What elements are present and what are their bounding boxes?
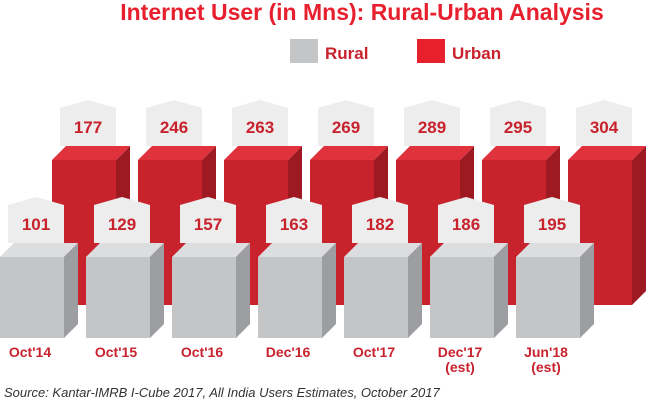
- rural-bar-side: [580, 243, 594, 338]
- urban-value-label: 304: [590, 118, 619, 137]
- rural-label-box: [8, 197, 64, 243]
- urban-label-box: [576, 100, 632, 146]
- rural-value-label: 129: [108, 215, 136, 234]
- rural-bar: 186: [430, 197, 508, 338]
- chart-title: Internet User (in Mns): Rural-Urban Anal…: [120, 0, 604, 25]
- rural-label-box: [266, 197, 322, 243]
- urban-bar-top: [482, 146, 560, 160]
- rural-bar-top: [0, 243, 78, 257]
- urban-bar-top: [52, 146, 130, 160]
- rural-label-box: [438, 197, 494, 243]
- urban-value-label: 263: [246, 118, 274, 137]
- rural-bar-top: [172, 243, 250, 257]
- rural-bar-side: [322, 243, 336, 338]
- x-tick-label: Oct'14: [9, 344, 51, 360]
- rural-label-box: [524, 197, 580, 243]
- urban-bar-top: [568, 146, 646, 160]
- rural-value-label: 157: [194, 215, 222, 234]
- legend: Rural Urban: [290, 39, 501, 63]
- rural-label-box: [94, 197, 150, 243]
- legend-swatch-rural: [290, 39, 318, 63]
- x-tick-label: Dec'17 (est): [438, 344, 483, 375]
- urban-bar-top: [310, 146, 388, 160]
- rural-bar-front: [172, 257, 236, 338]
- urban-value-label: 246: [160, 118, 188, 137]
- rural-bar: 163: [258, 197, 336, 338]
- rural-bar-front: [0, 257, 64, 338]
- rural-bar-front: [344, 257, 408, 338]
- rural-bar-side: [150, 243, 164, 338]
- legend-label-urban: Urban: [452, 44, 501, 63]
- x-tick-label: Dec'16: [266, 344, 311, 360]
- legend-label-rural: Rural: [325, 44, 368, 63]
- x-tick-label: Jun'18 (est): [524, 344, 568, 375]
- rural-bar-top: [344, 243, 422, 257]
- rural-bar-top: [86, 243, 164, 257]
- rural-bar: 101: [0, 197, 78, 338]
- rural-bar: 129: [86, 197, 164, 338]
- rural-bar-side: [236, 243, 250, 338]
- x-tick-label: Oct'15: [95, 344, 137, 360]
- rural-bar: 157: [172, 197, 250, 338]
- rural-value-label: 182: [366, 215, 394, 234]
- rural-value-label: 163: [280, 215, 308, 234]
- urban-value-label: 269: [332, 118, 360, 137]
- urban-bar-top: [396, 146, 474, 160]
- x-axis-labels: Oct'14 Oct'15 Oct'16 Dec'16 Oct'17 Dec'17 (est…: [9, 344, 568, 375]
- rural-value-label: 195: [538, 215, 566, 234]
- urban-bar-top: [138, 146, 216, 160]
- rural-bar-top: [516, 243, 594, 257]
- rural-bar-front: [430, 257, 494, 338]
- urban-bar-side: [632, 146, 646, 305]
- x-tick-label: Oct'17: [353, 344, 395, 360]
- urban-label-box: [318, 100, 374, 146]
- urban-label-box: [404, 100, 460, 146]
- rural-value-label: 101: [22, 215, 50, 234]
- urban-bar-top: [224, 146, 302, 160]
- rural-label-box: [352, 197, 408, 243]
- urban-value-label: 289: [418, 118, 446, 137]
- x-tick-label: Oct'16: [181, 344, 223, 360]
- rural-bar-side: [64, 243, 78, 338]
- urban-label-box: [146, 100, 202, 146]
- rural-bar-side: [408, 243, 422, 338]
- legend-swatch-urban: [417, 39, 445, 63]
- rural-series: 101 129 157 163 182 186 195: [0, 197, 594, 338]
- urban-value-label: 177: [74, 118, 102, 137]
- rural-bar-front: [258, 257, 322, 338]
- urban-label-box: [60, 100, 116, 146]
- urban-label-box: [490, 100, 546, 146]
- rural-bar-top: [258, 243, 336, 257]
- rural-bar: 182: [344, 197, 422, 338]
- rural-bar-top: [430, 243, 508, 257]
- rural-bar-front: [86, 257, 150, 338]
- rural-bar-front: [516, 257, 580, 338]
- rural-bar: 195: [516, 197, 594, 338]
- source-note: Source: Kantar-IMRB I-Cube 2017, All Ind…: [4, 385, 440, 400]
- rural-value-label: 186: [452, 215, 480, 234]
- rural-label-box: [180, 197, 236, 243]
- urban-value-label: 295: [504, 118, 532, 137]
- urban-label-box: [232, 100, 288, 146]
- rural-bar-side: [494, 243, 508, 338]
